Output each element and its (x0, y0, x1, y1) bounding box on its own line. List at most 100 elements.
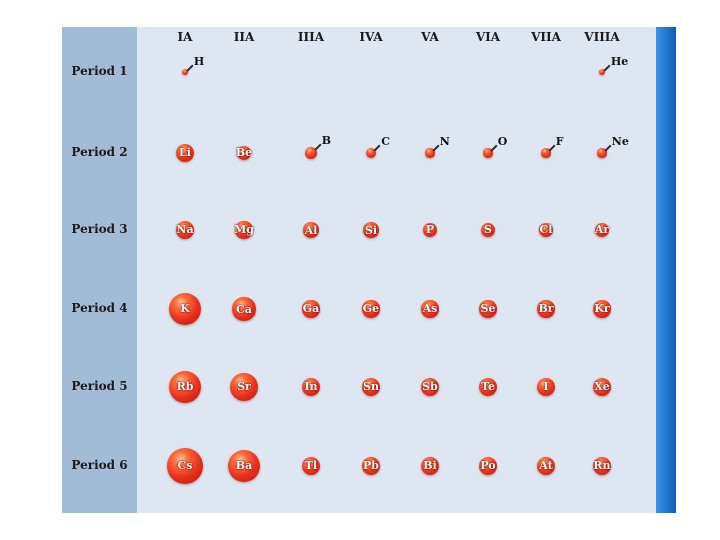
period-label-column (62, 27, 137, 513)
atom-symbol: Se (480, 302, 496, 316)
atom-po: Po (478, 456, 498, 476)
atom-symbol: Cl (539, 223, 553, 237)
atom-kr: Kr (593, 300, 611, 318)
atom-symbol: P (425, 223, 435, 237)
atom-symbol: Te (481, 380, 495, 394)
atom-s: S (480, 222, 496, 238)
atom-symbol: Xe (594, 380, 610, 394)
atom-si: Si (363, 222, 379, 238)
periodic-atomic-radius-chart: IA IIA IIIA IVA VA VIA VIIA VIIIA Period 1 Period… (62, 27, 676, 513)
atom-k: K (168, 292, 202, 326)
atom-symbol: C (381, 134, 391, 148)
atom-f (541, 148, 551, 158)
atom-symbol: Ne (611, 135, 629, 149)
atom-ar: Ar (594, 222, 610, 238)
atom-i: I (536, 377, 556, 397)
atom-symbol: Ga (302, 302, 320, 316)
atom-as: As (421, 300, 439, 318)
group-label: IIA (233, 30, 255, 44)
group-label: VIIIA (584, 30, 620, 44)
chart-background (62, 27, 676, 513)
atom-mg: Mg (234, 221, 254, 239)
atom-leader-line (604, 144, 611, 152)
atom-cs: Cs (167, 448, 203, 484)
atom-leader-line (603, 64, 611, 72)
atom-symbol: I (543, 380, 549, 394)
atom-ga: Ga (302, 300, 320, 318)
atom-xe: Xe (592, 377, 612, 397)
atom-br: Br (537, 300, 555, 318)
atom-symbol: Cs (177, 459, 193, 473)
atom-symbol: H (193, 55, 205, 69)
atom-ba: Ba (227, 449, 261, 483)
group-label: IVA (359, 30, 383, 44)
atom-se: Se (479, 300, 497, 318)
period-label: Period 6 (71, 458, 128, 472)
atom-ge: Ge (362, 300, 380, 318)
atom-symbol: Po (480, 459, 496, 473)
atom-pb: Pb (361, 456, 381, 476)
period-label: Period 4 (71, 301, 128, 315)
atom-symbol: Mg (234, 223, 254, 237)
atom-symbol: Tl (304, 459, 318, 473)
atom-symbol: S (484, 223, 492, 237)
atom-symbol: Bi (423, 459, 437, 473)
period-label: Period 3 (71, 222, 128, 236)
atom-te: Te (478, 377, 498, 397)
atom-o (483, 148, 493, 158)
atom-symbol: Sn (363, 380, 379, 394)
atom-leader-line (490, 144, 497, 152)
atom-leader-line (432, 144, 439, 152)
atom-symbol: N (439, 135, 450, 149)
atom-c (365, 147, 377, 159)
atom-symbol: Rb (176, 380, 194, 394)
atom-na: Na (175, 220, 195, 240)
atom-symbol: In (304, 380, 318, 394)
atom-symbol: Ge (362, 302, 380, 316)
atom-leader-line (186, 64, 194, 72)
atom-symbol: Na (176, 223, 194, 237)
atom-symbol: Br (538, 302, 554, 316)
group-label: VIA (475, 30, 501, 44)
group-label: VA (421, 30, 439, 44)
atom-symbol: Ba (235, 459, 253, 473)
period-label: Period 5 (71, 379, 128, 393)
atom-symbol: Ca (236, 302, 252, 316)
atom-panel (137, 47, 656, 513)
atom-al: Al (303, 222, 319, 238)
atom-tl: Tl (301, 456, 321, 476)
atom-leader-line (373, 144, 381, 152)
atom-symbol: Si (364, 223, 378, 237)
atom-at: At (536, 456, 556, 476)
atom-bi: Bi (420, 456, 440, 476)
atom-rb: Rb (168, 370, 202, 404)
atom-li: Li (175, 143, 195, 163)
atom-symbol: Pb (363, 459, 379, 473)
atom-symbol: Be (235, 146, 253, 160)
group-header-band (62, 27, 656, 47)
atom-leader-line (548, 144, 555, 152)
atom-cl: Cl (538, 222, 554, 238)
atom-symbol: F (555, 135, 564, 149)
group-label: IA (177, 30, 193, 44)
atom-symbol: As (422, 302, 438, 316)
atom-grid: IA IIA IIIA IVA VA VIA VIIA VIIIA Period 1 Period… (62, 27, 676, 513)
atom-symbol: Li (179, 146, 191, 160)
atom-he (598, 68, 606, 76)
atom-symbol: O (497, 135, 508, 149)
period-label: Period 1 (71, 64, 128, 78)
period-label: Period 2 (71, 145, 128, 159)
group-label: VIIA (531, 30, 561, 44)
atom-symbol: At (539, 459, 553, 473)
atom-rn: Rn (592, 456, 612, 476)
atom-leader-line (314, 143, 321, 151)
atom-n (425, 148, 435, 158)
right-edge-bar (656, 27, 676, 513)
atom-symbol: K (180, 302, 190, 316)
atom-symbol: B (321, 134, 332, 148)
atom-sn: Sn (361, 377, 381, 397)
atom-symbol: Rn (593, 459, 611, 473)
atom-ne (597, 148, 607, 158)
group-label: IIIA (297, 30, 325, 44)
